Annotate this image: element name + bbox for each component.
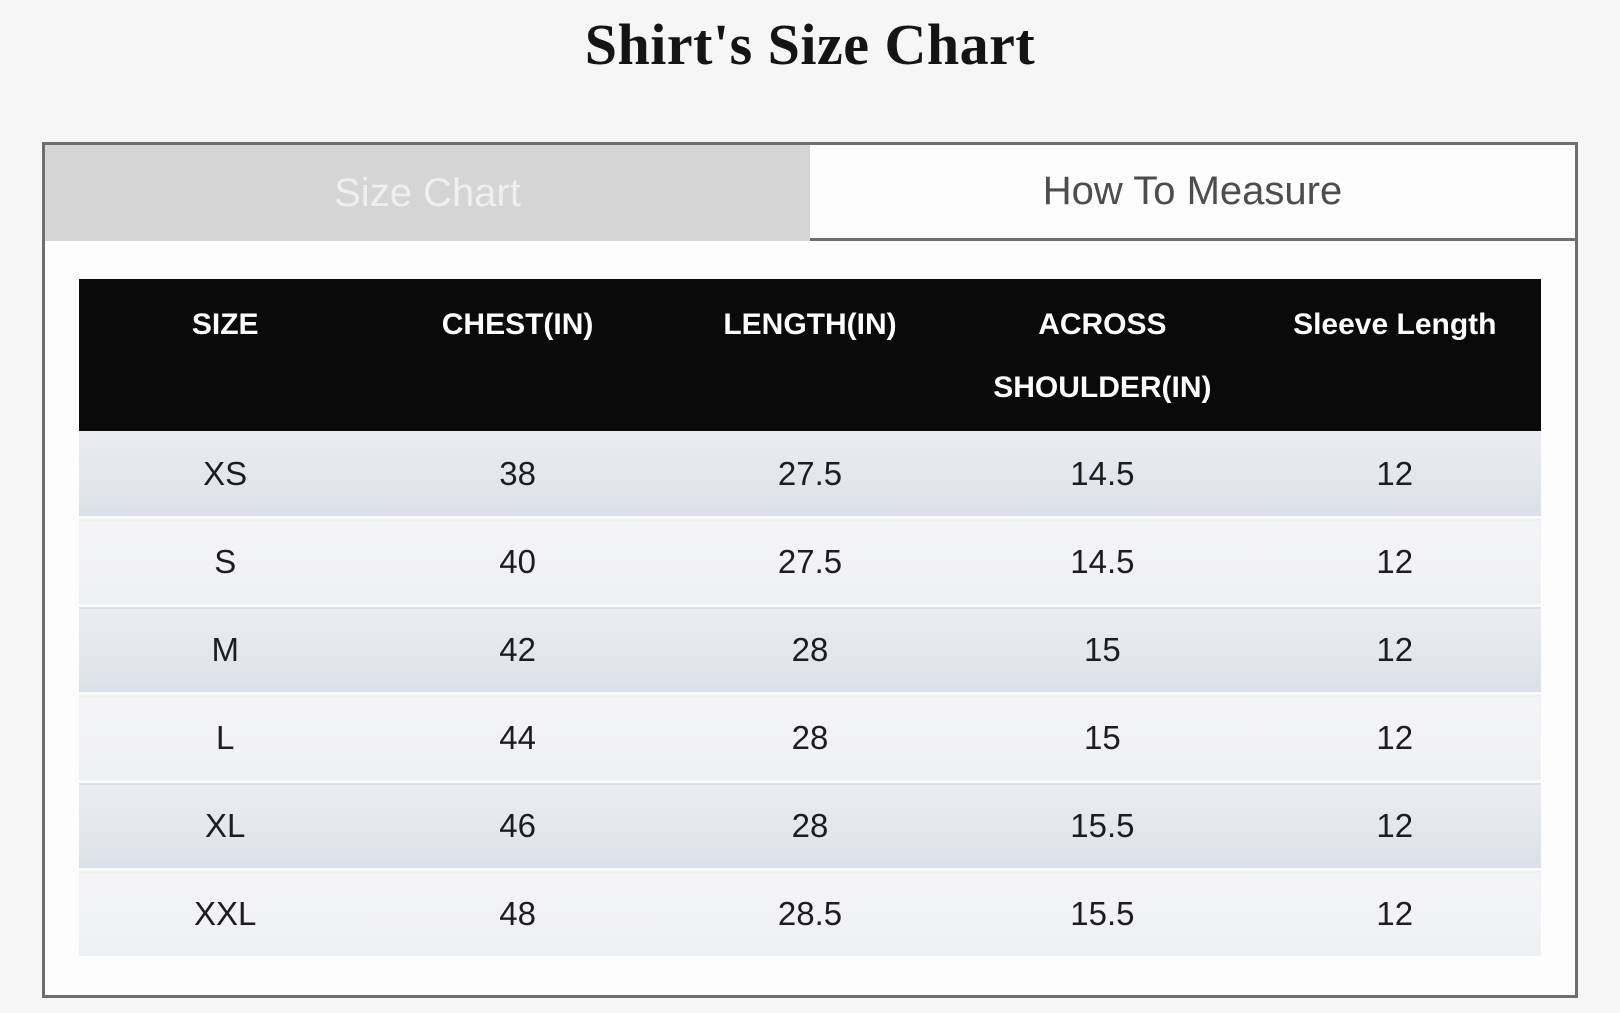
column-header-across-shoulder: ACROSS SHOULDER(IN)	[956, 279, 1249, 431]
table-row-xl: XL 46 28 15.5 12	[79, 781, 1541, 870]
cell-length: 27.5	[777, 454, 843, 492]
cell-sleeve-length: 12	[1376, 806, 1414, 844]
cell-across-shoulder: 15.5	[1070, 806, 1135, 844]
cell-sleeve-length: 12	[1376, 894, 1414, 932]
cell-chest: 38	[499, 454, 536, 492]
cell-length: 28	[791, 630, 829, 668]
cell-across-shoulder: 15.5	[1070, 894, 1135, 932]
column-header-size: SIZE	[79, 279, 372, 431]
cell-size: S	[214, 542, 237, 580]
cell-length: 28	[791, 718, 829, 756]
cell-across-shoulder: 15	[1084, 718, 1121, 756]
cell-length: 27.5	[777, 542, 843, 580]
table-row-m: M 42 28 15 12	[79, 605, 1541, 694]
cell-sleeve-length: 12	[1376, 630, 1414, 668]
table-row-xs: XS 38 27.5 14.5 12	[79, 431, 1541, 518]
table-row-xxl: XXL 48 28.5 15.5 12	[79, 869, 1541, 956]
cell-sleeve-length: 12	[1376, 542, 1414, 580]
cell-chest: 42	[499, 630, 536, 668]
column-header-length: LENGTH(IN)	[663, 279, 957, 431]
cell-across-shoulder: 14.5	[1070, 454, 1135, 492]
cell-chest: 48	[499, 894, 536, 932]
cell-size: L	[216, 718, 235, 756]
cell-size: XS	[203, 454, 248, 492]
cell-length: 28.5	[777, 894, 843, 932]
page-title: Shirt's Size Chart	[584, 12, 1036, 77]
size-chart-panel: Size Chart How To Measure SIZE CHEST(IN)…	[42, 142, 1578, 998]
table-row-s: S 40 27.5 14.5 12	[79, 517, 1541, 606]
cell-chest: 44	[499, 718, 536, 756]
cell-chest: 40	[499, 542, 536, 580]
cell-size: M	[211, 630, 239, 668]
column-header-chest: CHEST(IN)	[371, 279, 664, 431]
cell-chest: 46	[499, 806, 536, 844]
cell-size: XXL	[194, 894, 257, 932]
tab-how-to-measure[interactable]: How To Measure	[810, 145, 1575, 241]
size-chart-content: SIZE CHEST(IN) LENGTH(IN) ACROSS SHOULDE…	[45, 241, 1575, 956]
tab-size-chart[interactable]: Size Chart	[45, 145, 810, 241]
cell-sleeve-length: 12	[1376, 454, 1414, 492]
tab-bar: Size Chart How To Measure	[45, 145, 1575, 241]
size-table: SIZE CHEST(IN) LENGTH(IN) ACROSS SHOULDE…	[79, 279, 1541, 956]
cell-across-shoulder: 15	[1084, 630, 1121, 668]
cell-size: XL	[205, 806, 246, 844]
cell-length: 28	[791, 806, 829, 844]
cell-across-shoulder: 14.5	[1070, 542, 1135, 580]
cell-sleeve-length: 12	[1376, 718, 1414, 756]
table-header-row: SIZE CHEST(IN) LENGTH(IN) ACROSS SHOULDE…	[79, 279, 1541, 431]
table-row-l: L 44 28 15 12	[79, 693, 1541, 782]
column-header-sleeve-length: Sleeve Length	[1248, 279, 1541, 431]
